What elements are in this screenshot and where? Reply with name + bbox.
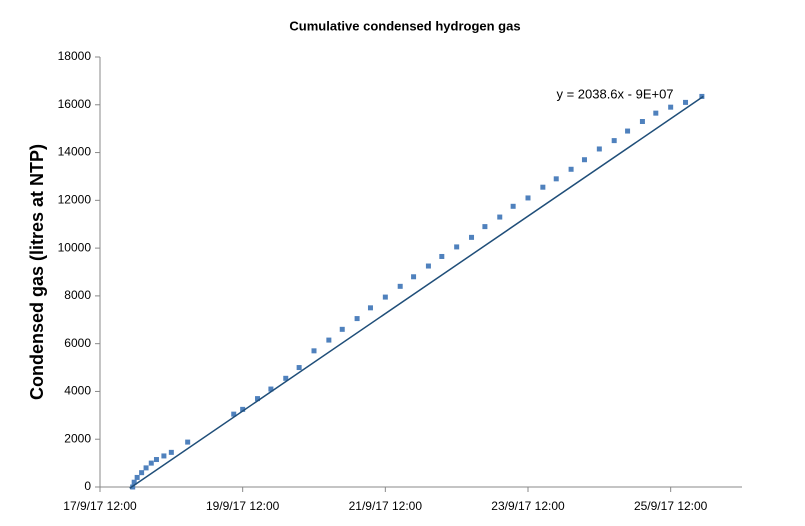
x-tick-label: 25/9/17 12:00 (634, 499, 708, 513)
point (168, 449, 174, 455)
point (510, 203, 516, 209)
point (497, 214, 503, 220)
point (139, 470, 145, 476)
point (653, 110, 659, 116)
point (683, 99, 689, 105)
point (153, 457, 159, 463)
point (639, 119, 645, 124)
y-tick-label: 18000 (58, 49, 92, 63)
y-tick-label: 2000 (64, 431, 91, 445)
trendline (129, 95, 704, 489)
y-tick-label: 12000 (58, 193, 92, 207)
y-tick-label: 0 (84, 479, 91, 493)
point (439, 253, 445, 259)
point (568, 166, 574, 172)
point (311, 348, 317, 354)
point (482, 224, 488, 230)
point (296, 365, 302, 371)
y-tick-label: 14000 (58, 145, 92, 159)
point (581, 157, 587, 163)
point (354, 316, 360, 322)
trendline-equation: y = 2038.6x - 9E+07 (556, 86, 673, 101)
point (699, 93, 705, 99)
x-tick-label: 21/9/17 12:00 (349, 499, 423, 513)
y-tick-label: 6000 (64, 336, 91, 350)
point (240, 406, 246, 412)
point (397, 283, 403, 289)
point (131, 479, 137, 485)
y-tick-label: 8000 (64, 288, 91, 302)
point (382, 294, 388, 300)
point (454, 244, 460, 250)
point (425, 263, 431, 269)
x-tick-label: 17/9/17 12:00 (63, 499, 137, 513)
point (255, 396, 261, 402)
point (367, 305, 373, 311)
y-tick-label: 10000 (58, 240, 92, 254)
point (625, 128, 631, 134)
y-axis-label: Condensed gas (litres at NTP) (27, 144, 47, 400)
x-tick-label: 23/9/17 12:00 (491, 499, 565, 513)
point (148, 460, 154, 466)
point (668, 104, 674, 110)
point (134, 474, 140, 480)
point (268, 386, 274, 392)
point (283, 375, 289, 381)
point (525, 195, 531, 201)
point (339, 326, 345, 332)
point (161, 453, 167, 459)
point (540, 184, 546, 190)
y-tick-label: 16000 (58, 97, 92, 111)
point (611, 138, 617, 144)
point (231, 411, 237, 417)
point (469, 234, 475, 240)
point (326, 337, 332, 343)
chart-title: Cumulative condensed hydrogen gas (289, 18, 520, 33)
x-tick-label: 19/9/17 12:00 (206, 499, 280, 513)
point (411, 274, 417, 280)
point (185, 439, 191, 445)
point (143, 465, 149, 471)
y-tick-label: 4000 (64, 384, 91, 398)
point (553, 176, 559, 182)
point (596, 146, 602, 152)
